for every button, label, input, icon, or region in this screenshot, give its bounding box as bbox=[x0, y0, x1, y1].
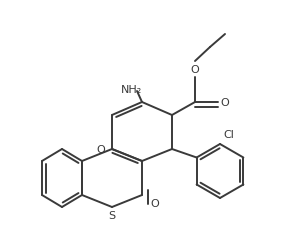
Text: S: S bbox=[108, 210, 115, 220]
Text: O: O bbox=[151, 198, 160, 208]
Text: NH₂: NH₂ bbox=[122, 85, 143, 94]
Text: O: O bbox=[221, 98, 229, 108]
Text: Cl: Cl bbox=[223, 130, 234, 140]
Text: O: O bbox=[191, 65, 200, 75]
Text: O: O bbox=[96, 144, 105, 154]
